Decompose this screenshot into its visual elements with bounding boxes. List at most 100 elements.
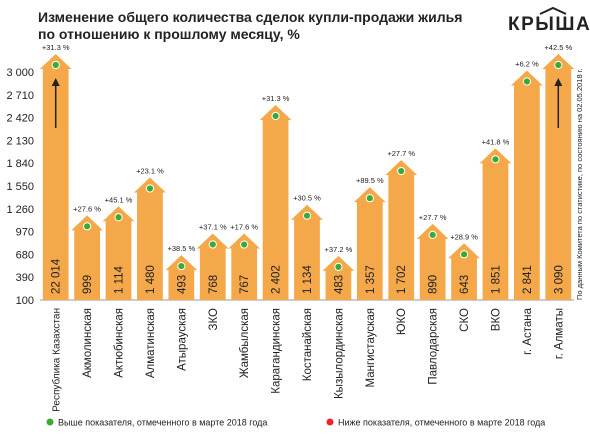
value-label: 767: [239, 275, 251, 294]
value-label: 1 702: [396, 265, 408, 294]
x-tick-label: Атырауская: [176, 308, 188, 371]
change-label: +42.5 %: [544, 43, 572, 52]
x-tick-label: Карагандинская: [271, 308, 283, 394]
y-tick-label: 2 710: [6, 90, 34, 102]
value-label: 2 841: [522, 265, 534, 294]
x-tick-label: ЗКО: [208, 308, 220, 331]
break-arrow-head: [554, 78, 563, 86]
x-tick-label: Алматинская: [145, 308, 157, 378]
status-dot: [145, 184, 155, 193]
legend-dot: [46, 418, 54, 426]
value-label: 483: [333, 275, 345, 294]
status-dot: [459, 250, 469, 259]
status-dot: [51, 60, 60, 70]
x-tick-label: Павлодарская: [428, 308, 440, 385]
status-dot: [83, 222, 92, 231]
logo-roof: [539, 6, 567, 15]
value-label: 768: [208, 275, 220, 294]
x-tick-label: г. Астана: [522, 307, 534, 354]
bar: [74, 229, 100, 300]
bar: [356, 201, 383, 300]
status-dot: [240, 240, 249, 249]
bar: [294, 218, 320, 300]
bar: [137, 191, 163, 300]
value-label: 1 114: [114, 265, 126, 294]
status-dot: [428, 230, 437, 239]
change-label: +31.3 %: [262, 94, 290, 103]
change-label: +23.1 %: [136, 167, 164, 176]
x-tick-label: Мангистауская: [365, 308, 377, 388]
bar: [419, 237, 446, 300]
value-label: 22 014: [51, 258, 63, 294]
value-label: 2 402: [271, 265, 283, 294]
bar: [105, 220, 132, 300]
change-label: +28.9 %: [450, 232, 478, 241]
value-label: 1 357: [365, 265, 377, 294]
change-label: +27.7 %: [419, 213, 447, 222]
y-tick-label: 970: [16, 227, 34, 239]
x-tick-label: Акмолинская: [82, 308, 94, 378]
change-label: +38.5 %: [167, 244, 195, 253]
x-tick-label: Жамбылская: [239, 308, 251, 378]
source-note: По данным Комитета по статистике, по сос…: [575, 68, 584, 300]
change-label: +37.2 %: [325, 245, 353, 254]
status-dot: [365, 194, 374, 203]
change-label: +31.3 %: [42, 43, 70, 52]
value-label: 890: [428, 275, 440, 294]
x-tick-label: СКО: [459, 308, 471, 332]
value-label: 999: [82, 275, 94, 294]
x-tick-label: ЮКО: [396, 308, 408, 335]
change-label: +37.1 %: [199, 222, 227, 231]
change-label: +30.5 %: [293, 194, 321, 203]
status-dot: [397, 166, 406, 176]
bar: [199, 247, 226, 300]
bar: [451, 257, 477, 300]
status-dot: [208, 240, 217, 249]
y-tick-label: 2 130: [6, 135, 34, 147]
logo: КРЫША: [508, 14, 590, 35]
y-tick-label: 1 840: [6, 158, 34, 170]
status-dot: [271, 111, 280, 121]
x-tick-label: Республика Казахстан: [51, 308, 63, 412]
status-dot: [522, 77, 531, 86]
change-label: +89.5 %: [356, 176, 384, 185]
value-label: 1 851: [490, 265, 502, 294]
x-tick-label: Костанайская: [302, 308, 314, 381]
change-label: +27.7 %: [387, 149, 415, 158]
legend-label: Ниже показателя, отмеченного в марте 201…: [338, 418, 545, 428]
bar: [262, 119, 289, 301]
status-dot: [554, 60, 563, 70]
bar: [514, 84, 540, 300]
y-tick-label: 680: [16, 249, 34, 261]
status-dot: [177, 262, 186, 271]
x-tick-label: Кызылординская: [333, 308, 345, 399]
change-label: +45.1 %: [105, 195, 133, 204]
x-tick-label: Актюбинская: [114, 308, 126, 378]
break-arrow-head: [51, 78, 60, 86]
legend-dot: [326, 418, 334, 426]
chart-title: Изменение общего количества сделок купли…: [38, 9, 462, 25]
status-dot: [302, 211, 312, 220]
value-label: 1 134: [302, 265, 314, 294]
change-label: +41.8 %: [482, 137, 510, 146]
status-dot: [334, 262, 343, 271]
status-dot: [491, 155, 500, 164]
x-tick-label: ВКО: [490, 308, 502, 331]
chart-title: по отношению к прошлому месяцу, %: [38, 26, 300, 42]
y-tick-label: 1 550: [6, 181, 34, 193]
bar: [168, 269, 195, 300]
bar: [231, 247, 258, 300]
y-tick-label: 2 420: [6, 113, 34, 125]
y-tick-label: 1 260: [6, 204, 34, 216]
legend-label: Выше показателя, отмеченного в марте 201…: [58, 418, 267, 428]
change-label: +17.6 %: [230, 223, 258, 232]
bar: [482, 162, 509, 300]
value-label: 3 090: [553, 265, 565, 294]
status-dot: [114, 213, 123, 222]
change-label: +27.6 %: [73, 204, 101, 213]
y-tick-label: 100: [16, 295, 34, 307]
value-label: 643: [459, 275, 471, 294]
y-tick-label: 3 000: [6, 67, 34, 79]
change-label: +6.2 %: [515, 60, 539, 69]
